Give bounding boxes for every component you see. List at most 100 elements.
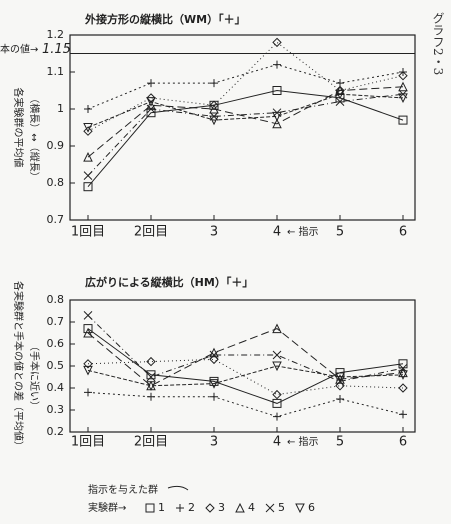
- marker: [83, 123, 93, 133]
- legend-label: 実験群→: [88, 501, 126, 514]
- marker: [273, 60, 281, 69]
- y-tick-label: 0.2: [47, 425, 65, 438]
- marker: [83, 359, 93, 369]
- marker: [272, 389, 282, 400]
- y-tick-label: 0.5: [47, 359, 65, 372]
- charts: 外接方形の縦横比（WM）「＋」各実験群の平均値 （横長）↔（縦長） 0.7 0.8 0.…: [0, 12, 416, 514]
- y-axis-label: 各実験群の平均値: [12, 88, 25, 168]
- x-tick-label: 2回目: [134, 225, 168, 240]
- marker: [209, 115, 219, 126]
- series-line: [87, 391, 404, 418]
- marker: [205, 503, 215, 513]
- series-line: [87, 328, 404, 404]
- marker: [146, 104, 156, 114]
- y-tick-label: 1.2: [47, 28, 65, 41]
- series-line: [87, 315, 404, 382]
- marker: [145, 503, 155, 513]
- marker: [398, 115, 408, 125]
- marker: [83, 311, 93, 320]
- marker: [335, 97, 345, 106]
- marker: [83, 182, 93, 192]
- marker: [335, 89, 345, 100]
- marker: [176, 504, 184, 512]
- marker: [398, 81, 408, 92]
- marker: [209, 376, 219, 386]
- marker: [272, 86, 282, 95]
- x-tick-label: 5: [336, 225, 344, 240]
- y-axis-note: （手本に近い）: [28, 341, 41, 411]
- y-axis-label: 各実験群と手本の値との差（平均値）: [12, 281, 25, 451]
- marker: [272, 361, 282, 372]
- legend-entry: 1: [158, 501, 165, 514]
- y-tick-label: 0.8: [47, 176, 65, 189]
- marker: [83, 171, 93, 180]
- x-tick-label: 6: [399, 225, 407, 240]
- series-line: [87, 93, 404, 128]
- marker: [398, 93, 408, 104]
- marker: [84, 105, 92, 113]
- marker: [265, 503, 275, 513]
- marker: [146, 370, 156, 380]
- reference-label: 本の値→: [0, 43, 38, 56]
- marker: [272, 350, 282, 360]
- x-tick-label: 4: [273, 435, 281, 450]
- marker: [84, 388, 92, 397]
- x-tick-label: 4: [273, 225, 281, 240]
- legend-entry: 5: [278, 501, 285, 514]
- y-axis-note: （横長）↔（縦長）: [28, 93, 41, 181]
- marker: [147, 392, 155, 401]
- marker: [336, 395, 344, 403]
- marker: [235, 502, 245, 513]
- legend-entry: 4: [248, 501, 255, 514]
- marker: [295, 503, 305, 514]
- side-title: グラフ2・3: [431, 12, 445, 76]
- y-tick-label: 1.1: [47, 65, 65, 78]
- marker: [210, 392, 218, 401]
- marker: [209, 379, 219, 389]
- annotation: ← 指示: [287, 435, 319, 448]
- marker: [398, 383, 408, 393]
- marker: [272, 118, 282, 129]
- x-tick-label: 3: [210, 225, 218, 240]
- y-tick-label: 1: [57, 102, 64, 115]
- marker: [398, 70, 408, 81]
- y-tick-label: 0.3: [47, 403, 65, 416]
- x-tick-label: 1回目: [71, 225, 105, 240]
- legend-title: 指示を与えた群: [88, 483, 158, 496]
- x-tick-label: 2回目: [134, 435, 168, 450]
- marker: [272, 111, 282, 122]
- legend-entry: 2: [188, 501, 195, 514]
- marker: [146, 97, 156, 107]
- series-line: [87, 89, 404, 188]
- marker: [335, 372, 345, 383]
- marker: [83, 327, 93, 338]
- marker: [83, 126, 93, 136]
- chart-title: 外接方形の縦横比（WM）「＋」: [84, 12, 246, 26]
- y-tick-label: 0.9: [47, 139, 65, 152]
- marker: [146, 356, 156, 367]
- marker: [273, 412, 281, 421]
- y-tick-label: 0.7: [47, 213, 65, 226]
- y-tick-label: 0.7: [47, 315, 65, 328]
- y-tick-label: 0.6: [47, 337, 65, 350]
- marker: [147, 79, 155, 88]
- legend-entry: 3: [218, 501, 225, 514]
- marker: [146, 381, 156, 391]
- marker: [209, 103, 219, 114]
- y-tick-label: 0.4: [47, 381, 65, 394]
- marker: [83, 365, 93, 376]
- chart-title: 広がりによる縦横比（HM）「＋」: [85, 275, 253, 289]
- marker: [399, 410, 407, 419]
- x-tick-label: 3: [210, 435, 218, 450]
- plot-frame: [69, 299, 416, 433]
- marker: [83, 151, 93, 162]
- series-line: [87, 93, 404, 176]
- marker: [83, 324, 93, 334]
- series-line: [87, 86, 404, 158]
- y-tick-label: 0.8: [47, 293, 65, 306]
- series-line: [87, 328, 404, 387]
- marker: [398, 367, 408, 378]
- reference-value: 1.15: [42, 42, 71, 57]
- marker: [209, 350, 219, 360]
